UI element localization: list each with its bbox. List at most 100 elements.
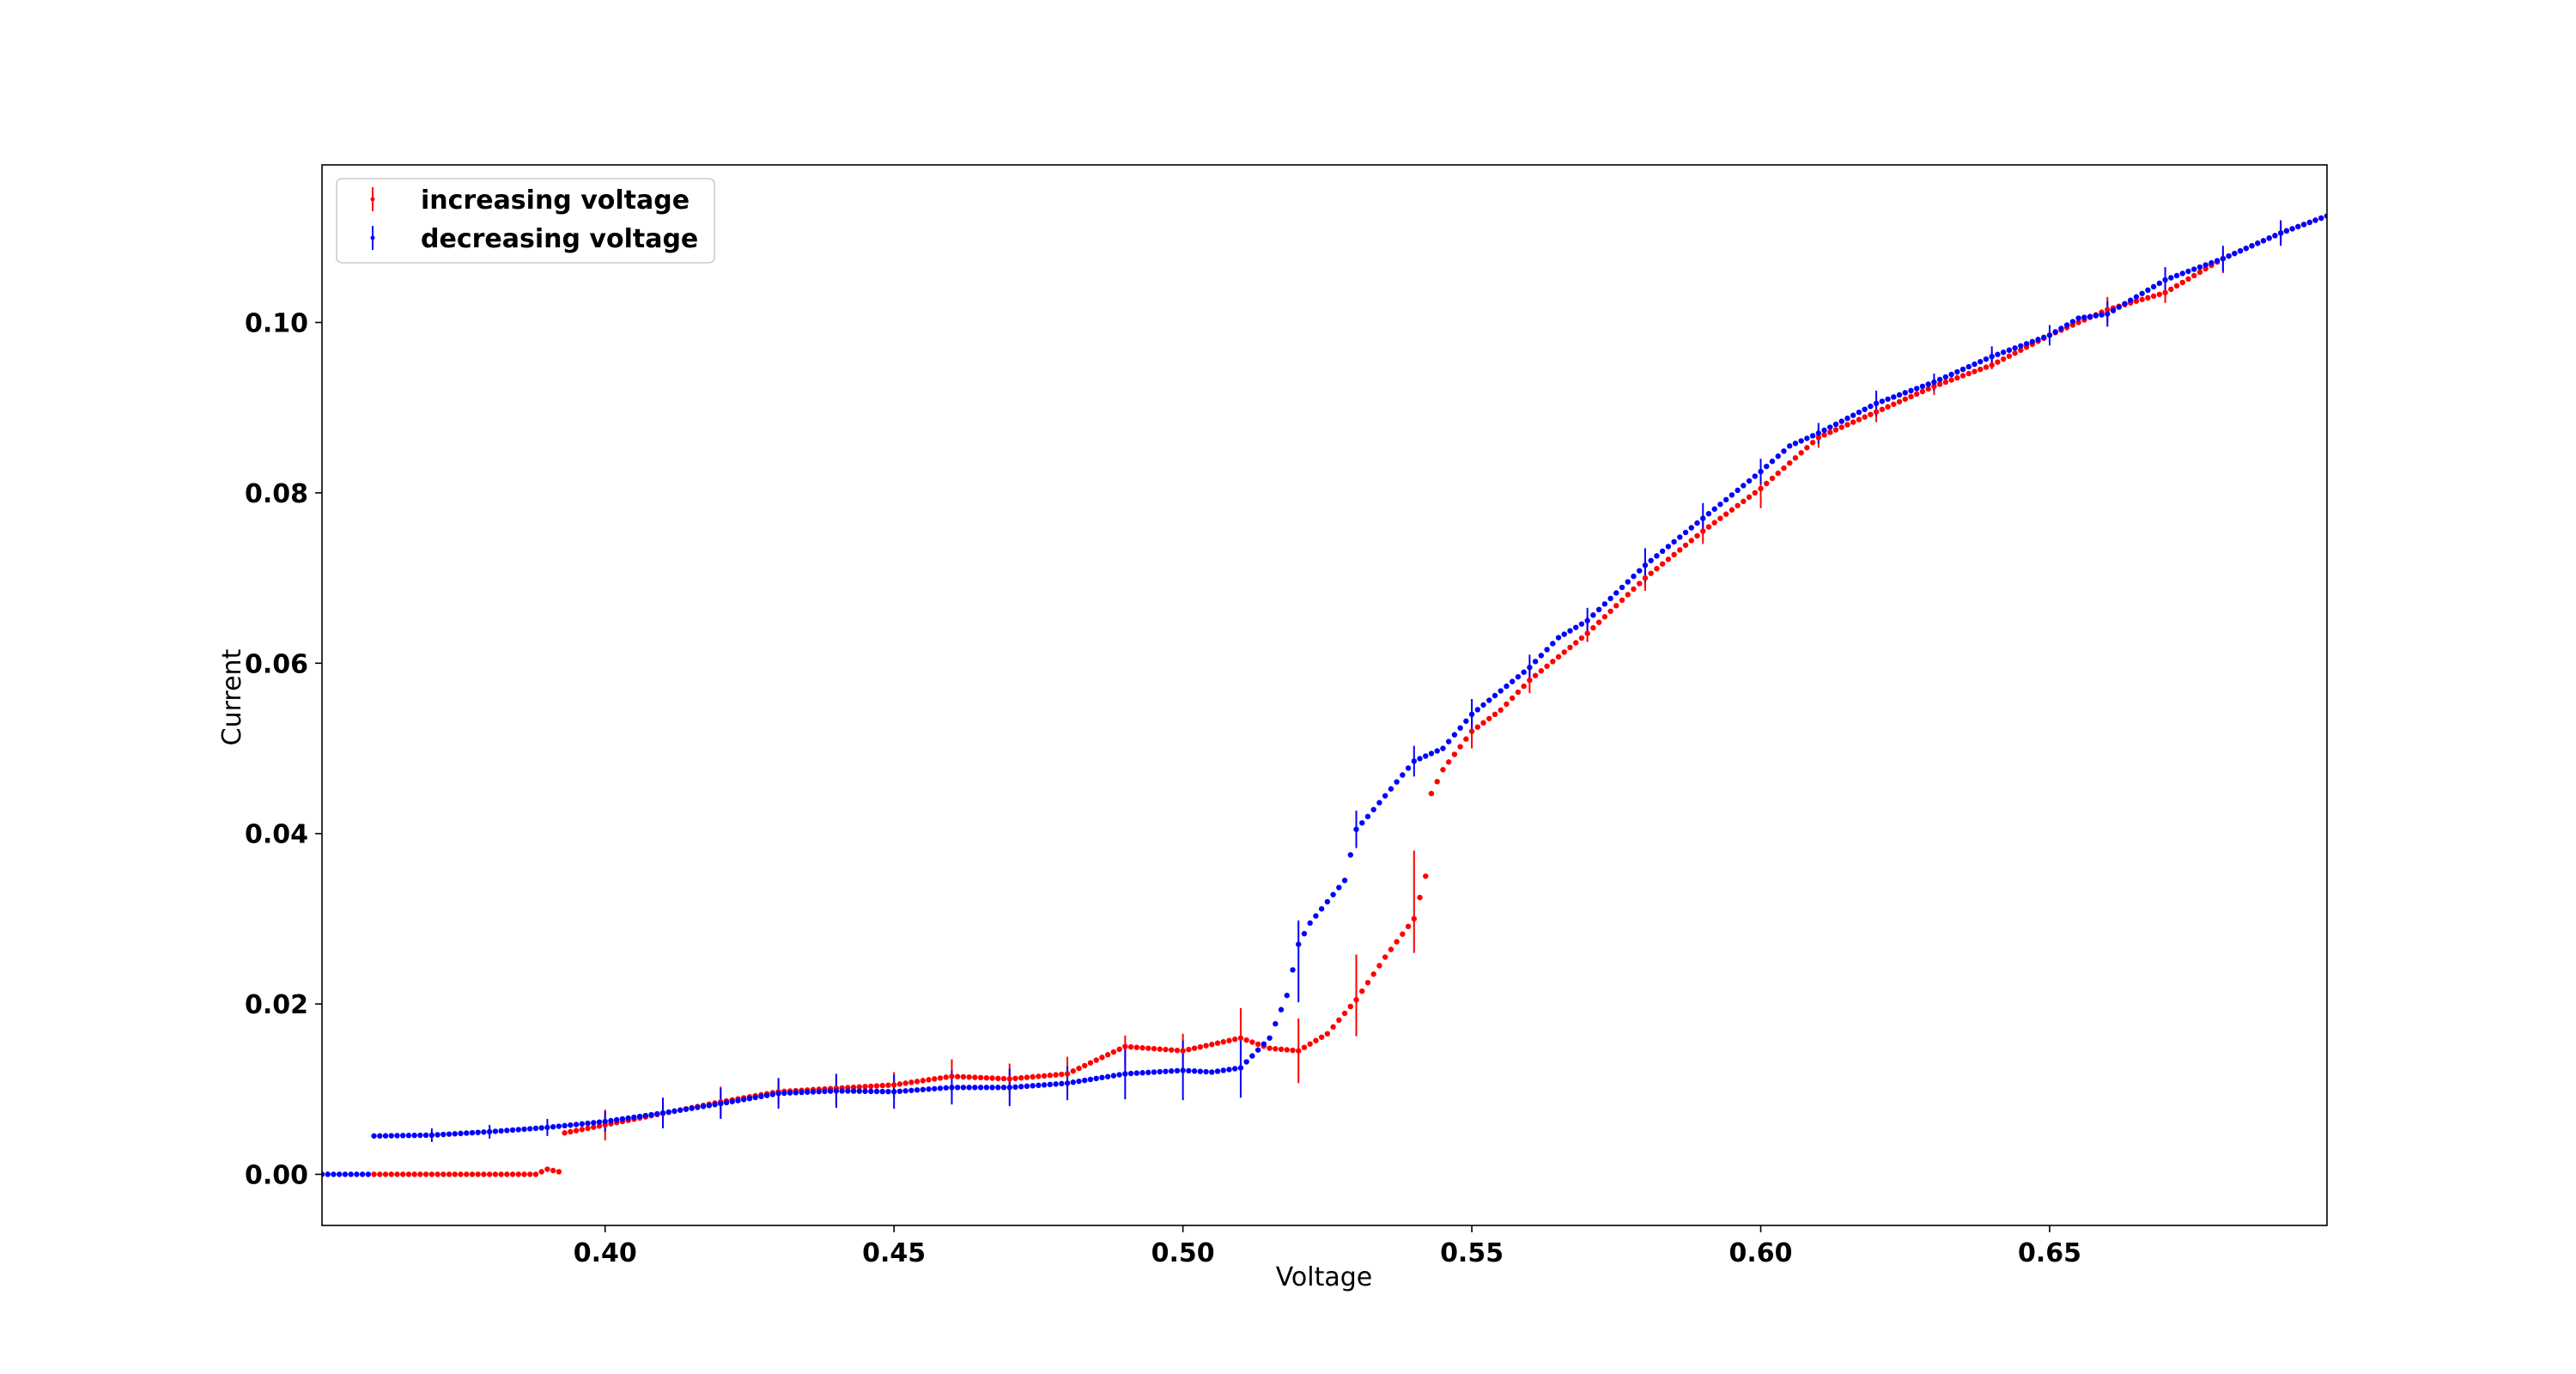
data-point-decreasing <box>1353 826 1359 832</box>
data-point-increasing <box>422 1171 429 1177</box>
data-point-decreasing <box>1584 617 1590 623</box>
data-point-decreasing <box>955 1085 961 1091</box>
data-point-decreasing <box>1965 363 1971 370</box>
data-point-decreasing <box>1752 473 1759 479</box>
data-point-increasing <box>1637 581 1643 587</box>
data-point-increasing <box>1018 1074 1024 1081</box>
data-point-increasing <box>504 1171 510 1177</box>
data-point-increasing <box>1237 1035 1244 1041</box>
data-point-increasing <box>1203 1043 1209 1049</box>
data-point-decreasing <box>1440 745 1446 751</box>
data-point-increasing <box>1440 767 1446 773</box>
data-point-decreasing <box>1463 718 1469 724</box>
data-point-increasing <box>1885 404 1891 410</box>
data-point-increasing <box>1509 695 1516 702</box>
data-point-increasing <box>1607 608 1613 614</box>
data-point-increasing <box>2105 307 2111 313</box>
x-axis-title: Voltage <box>1276 1262 1373 1292</box>
data-point-decreasing <box>1457 725 1463 731</box>
y-tick-label: 0.00 <box>245 1160 308 1190</box>
data-point-increasing <box>1376 963 1382 969</box>
data-point-decreasing <box>746 1095 753 1102</box>
data-point-decreasing <box>856 1088 863 1094</box>
data-point-decreasing <box>1087 1076 1094 1083</box>
data-point-decreasing <box>1590 612 1596 618</box>
data-point-increasing <box>573 1128 580 1134</box>
legend-item-decreasing: decreasing voltage <box>370 224 698 254</box>
data-point-decreasing <box>1959 366 1966 373</box>
data-point-decreasing <box>2058 325 2064 331</box>
data-point-increasing <box>2139 296 2145 302</box>
data-point-increasing <box>1959 373 1966 379</box>
data-point-decreasing <box>763 1092 770 1098</box>
data-point-decreasing <box>1434 748 1440 754</box>
data-point-decreasing <box>1417 756 1423 762</box>
data-point-decreasing <box>1682 529 1689 536</box>
data-point-decreasing <box>890 1089 897 1095</box>
data-point-decreasing <box>475 1129 481 1135</box>
data-point-decreasing <box>1498 688 1504 694</box>
data-point-decreasing <box>2139 290 2145 296</box>
data-point-decreasing <box>365 1171 372 1177</box>
data-point-decreasing <box>2150 283 2157 290</box>
data-point-decreasing <box>602 1118 608 1125</box>
data-point-increasing <box>1908 393 1914 400</box>
data-point-decreasing <box>1099 1074 1105 1080</box>
data-point-decreasing <box>1509 678 1516 684</box>
data-point-decreasing <box>1809 433 1816 439</box>
data-point-increasing <box>1862 414 1868 420</box>
data-point-decreasing <box>700 1103 707 1110</box>
data-point-decreasing <box>2156 280 2163 287</box>
data-point-increasing <box>1781 465 1787 471</box>
data-point-increasing <box>1595 619 1602 625</box>
data-point-increasing <box>464 1171 470 1177</box>
data-point-increasing <box>1336 1017 1342 1024</box>
data-point-decreasing <box>1567 628 1573 634</box>
data-point-increasing <box>943 1074 949 1080</box>
data-point-decreasing <box>873 1088 880 1095</box>
data-point-decreasing <box>377 1133 383 1139</box>
data-point-decreasing <box>1394 779 1400 785</box>
data-point-increasing <box>1804 445 1810 451</box>
data-point-decreasing <box>908 1087 914 1093</box>
data-point-decreasing <box>2006 347 2013 353</box>
data-point-increasing <box>1104 1052 1111 1058</box>
data-point-decreasing <box>659 1110 666 1116</box>
data-point-increasing <box>1197 1043 1204 1050</box>
data-point-decreasing <box>1006 1085 1012 1091</box>
data-point-increasing <box>1370 971 1376 977</box>
data-point-increasing <box>1087 1060 1094 1066</box>
data-point-decreasing <box>2122 301 2128 307</box>
data-point-decreasing <box>1209 1069 1215 1075</box>
data-point-increasing <box>2202 265 2208 272</box>
data-point-increasing <box>1619 597 1625 604</box>
data-point-increasing <box>1798 450 1804 456</box>
data-point-increasing <box>400 1171 406 1177</box>
data-point-decreasing <box>1492 692 1498 699</box>
data-point-increasing <box>1925 386 1931 392</box>
data-point-increasing <box>1463 736 1469 742</box>
data-point-increasing <box>1902 396 1908 402</box>
data-point-increasing <box>428 1171 435 1177</box>
data-point-decreasing <box>1249 1053 1255 1059</box>
data-point-decreasing <box>862 1088 868 1094</box>
data-point-decreasing <box>1827 424 1833 430</box>
data-point-increasing <box>1821 432 1827 438</box>
data-point-decreasing <box>1480 702 1486 708</box>
data-point-decreasing <box>1705 511 1712 517</box>
legend-box <box>336 178 715 264</box>
data-point-decreasing <box>741 1097 747 1103</box>
data-point-increasing <box>475 1171 481 1177</box>
data-point-increasing <box>388 1171 394 1177</box>
data-point-increasing <box>2162 289 2168 295</box>
data-point-increasing <box>1284 1047 1290 1053</box>
data-point-increasing <box>1330 1024 1336 1030</box>
data-point-decreasing <box>833 1088 840 1094</box>
data-point-decreasing <box>799 1089 805 1096</box>
data-point-increasing <box>1584 630 1590 636</box>
data-point-decreasing <box>631 1114 637 1121</box>
data-point-decreasing <box>1082 1077 1088 1084</box>
axes-frame <box>321 164 2328 1226</box>
data-point-increasing <box>1400 931 1406 937</box>
data-point-decreasing <box>2277 230 2284 236</box>
